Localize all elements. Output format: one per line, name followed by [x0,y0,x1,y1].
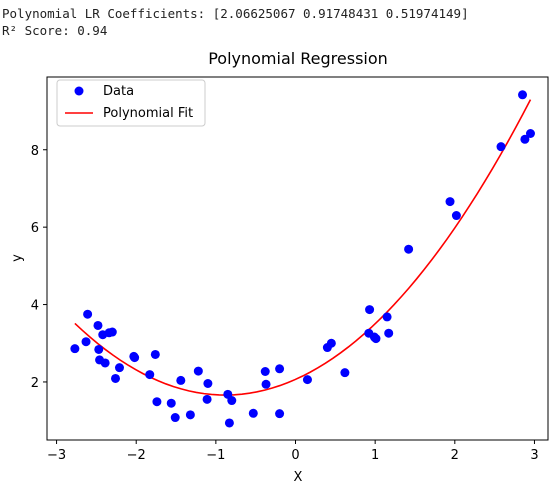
data-point [185,410,195,420]
data-point [445,197,455,207]
data-point [94,344,104,354]
x-tick-label: −1 [206,448,225,463]
data-point [275,409,285,419]
x-axis-label: X [294,470,303,483]
data-point [145,370,155,380]
legend-data-label: Data [103,84,134,99]
data-point [100,358,110,368]
data-point [81,337,91,347]
data-point [202,394,212,404]
data-point [166,398,176,408]
data-point [518,90,528,100]
y-tick-label: 6 [31,221,39,236]
x-tick-label: −3 [47,448,66,463]
x-tick-label: 2 [451,448,459,463]
data-point [193,366,203,376]
y-axis-label: y [10,254,25,262]
data-point [170,413,180,423]
data-point [130,353,140,363]
data-point [326,338,336,348]
data-point [70,344,80,354]
data-points-group [70,90,535,428]
data-point [525,129,535,139]
data-point [248,408,258,418]
legend-fit-label: Polynomial Fit [103,106,193,121]
data-point [93,320,103,330]
data-point [404,244,414,254]
data-point [152,397,162,407]
y-tick-label: 2 [31,376,39,391]
data-point [275,364,285,374]
legend-box [56,79,206,127]
legend: Data Polynomial Fit [56,79,206,127]
data-point [176,375,186,385]
console-output: Polynomial LR Coefficients: [2.06625067 … [2,5,469,39]
data-point [107,327,117,337]
x-tick-label: 3 [530,448,538,463]
r2-score-line: R² Score: 0.94 [2,23,108,38]
data-point [260,367,270,377]
data-point [340,368,350,378]
data-point [261,379,271,389]
data-point [114,363,124,373]
x-tick-label: −2 [127,448,146,463]
data-point [203,378,213,388]
legend-data-marker [74,86,84,96]
x-tick-label: 0 [291,448,299,463]
data-point [371,334,381,344]
axis-ticks: −3 −2 −1 0 1 2 3 2 4 6 8 [31,144,539,463]
data-point [520,134,530,144]
data-point [227,396,237,406]
data-point [365,305,375,315]
data-point [83,309,93,319]
data-point [384,328,394,338]
x-tick-label: 1 [371,448,379,463]
data-point [302,375,312,385]
y-tick-label: 4 [31,299,39,314]
data-point [110,373,120,383]
data-point [451,211,461,221]
plot-area [46,76,549,441]
chart-title: Polynomial Regression [208,49,388,68]
coefficients-line: Polynomial LR Coefficients: [2.06625067 … [2,6,469,21]
data-point [150,349,160,359]
y-tick-label: 8 [31,144,39,159]
data-point [496,142,506,152]
data-point [382,312,392,322]
data-point [224,418,234,428]
